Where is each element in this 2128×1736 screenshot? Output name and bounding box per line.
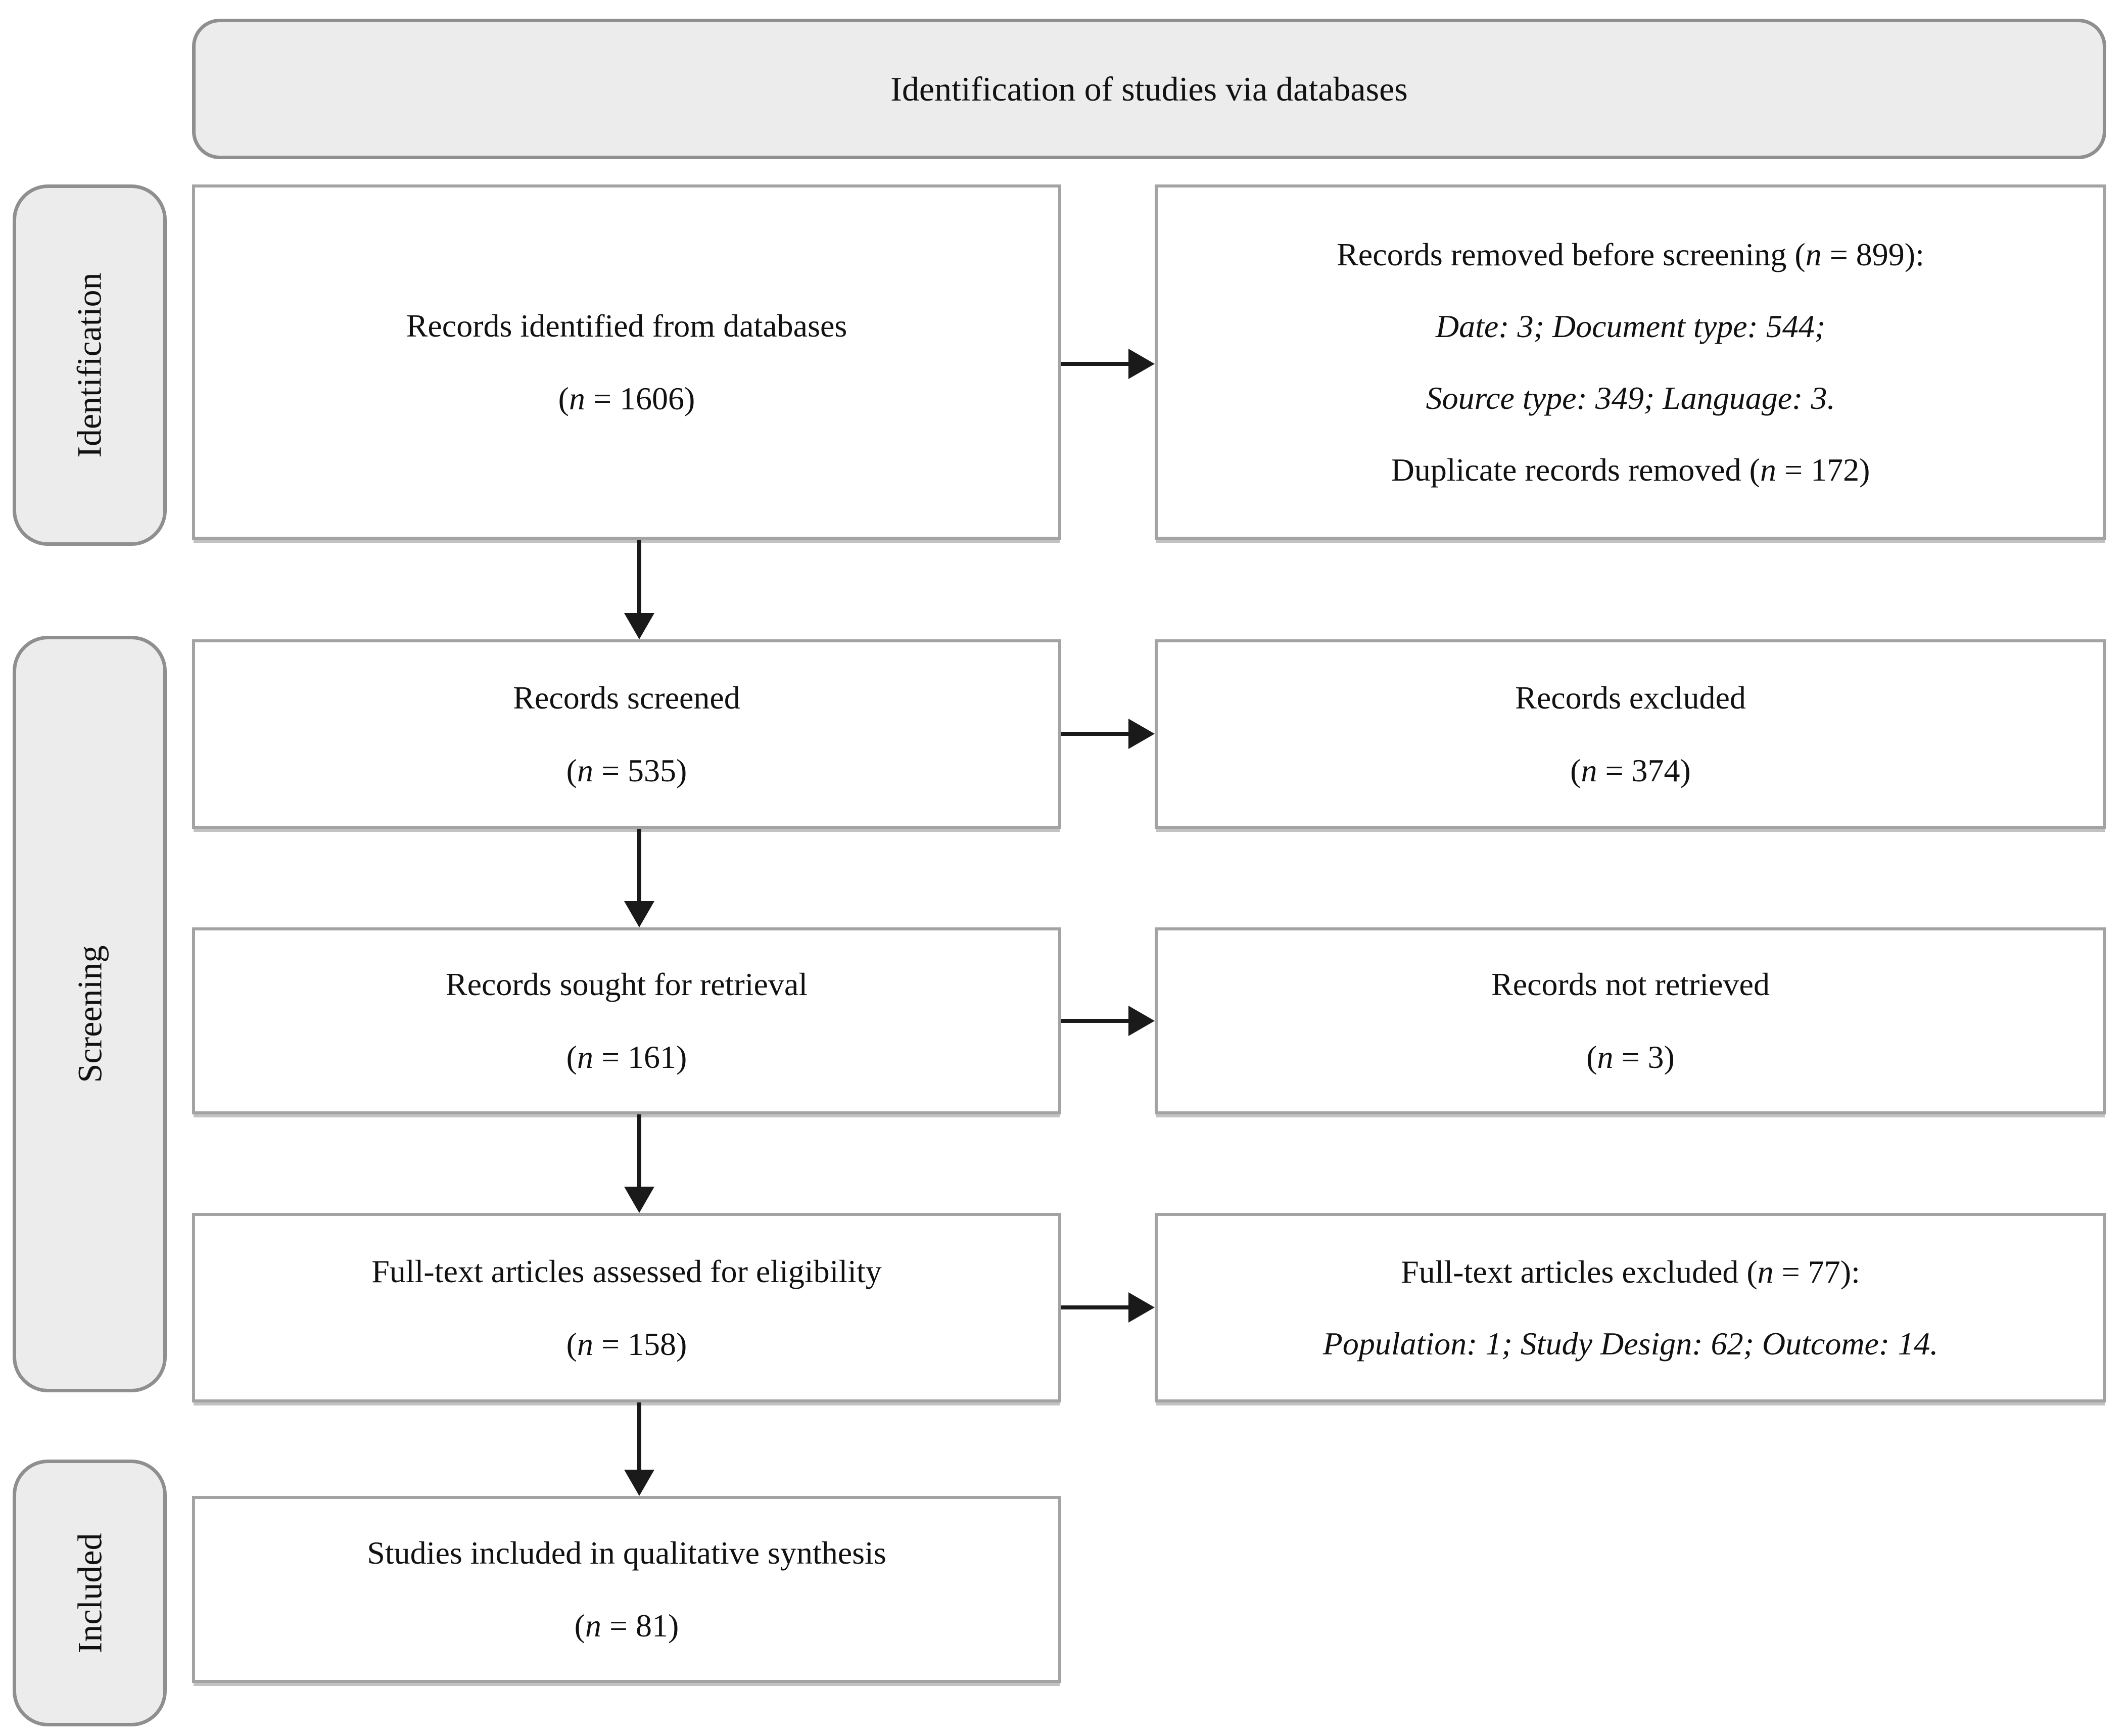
box-records-screened-text: Records screened (n = 535) xyxy=(513,679,740,788)
arrow-shaft xyxy=(637,540,641,615)
arrow-head-right-icon xyxy=(1128,1006,1155,1036)
box-records-sought: Records sought for retrieval (n = 161) xyxy=(192,927,1061,1114)
arrow-head-right-icon xyxy=(1128,719,1155,749)
stage-label-included: Included xyxy=(70,1533,109,1653)
arrow-shaft xyxy=(1061,1305,1128,1309)
box-records-not-retrieved-text: Records not retrieved (n = 3) xyxy=(1491,966,1770,1075)
box-records-removed: Records removed before screening (n = 89… xyxy=(1155,184,2106,540)
arrow-shaft xyxy=(637,829,641,901)
box-included-synthesis-text: Studies included in qualitative synthesi… xyxy=(367,1535,886,1644)
box-records-removed-text: Records removed before screening (n = 89… xyxy=(1337,236,1924,488)
header-banner: Identification of studies via databases xyxy=(192,19,2106,159)
stage-panel-included: Included xyxy=(13,1460,167,1726)
arrow-shaft xyxy=(1061,732,1128,736)
arrow-head-down-icon xyxy=(624,1187,654,1213)
arrow-shaft xyxy=(1061,362,1128,366)
arrow-head-right-icon xyxy=(1128,1292,1155,1323)
box-included-synthesis: Studies included in qualitative synthesi… xyxy=(192,1496,1061,1683)
box-records-sought-text: Records sought for retrieval (n = 161) xyxy=(445,966,808,1075)
arrow-head-right-icon xyxy=(1128,349,1155,379)
box-records-excluded-text: Records excluded (n = 374) xyxy=(1515,679,1746,788)
arrow-head-down-icon xyxy=(624,901,654,927)
stage-label-screening: Screening xyxy=(70,945,109,1083)
box-records-screened: Records screened (n = 535) xyxy=(192,639,1061,829)
box-fulltext-excluded: Full-text articles excluded (n = 77): Pop… xyxy=(1155,1213,2106,1402)
box-records-not-retrieved: Records not retrieved (n = 3) xyxy=(1155,927,2106,1114)
box-fulltext-assessed: Full-text articles assessed for eligibil… xyxy=(192,1213,1061,1402)
stage-panel-identification: Identification xyxy=(13,184,167,546)
box-records-identified-text: Records identified from databases (n = 16… xyxy=(406,307,847,416)
stage-panel-screening: Screening xyxy=(13,636,167,1392)
stage-label-identification: Identification xyxy=(70,272,109,458)
box-records-excluded: Records excluded (n = 374) xyxy=(1155,639,2106,829)
box-records-identified: Records identified from databases (n = 16… xyxy=(192,184,1061,540)
arrow-shaft xyxy=(637,1402,641,1470)
arrow-shaft xyxy=(637,1114,641,1187)
box-fulltext-assessed-text: Full-text articles assessed for eligibil… xyxy=(371,1253,882,1362)
arrow-shaft xyxy=(1061,1019,1128,1023)
arrow-head-down-icon xyxy=(624,613,654,639)
arrow-head-down-icon xyxy=(624,1470,654,1496)
box-fulltext-excluded-text: Full-text articles excluded (n = 77): Pop… xyxy=(1322,1253,1938,1362)
header-title: Identification of studies via databases xyxy=(890,69,1408,108)
